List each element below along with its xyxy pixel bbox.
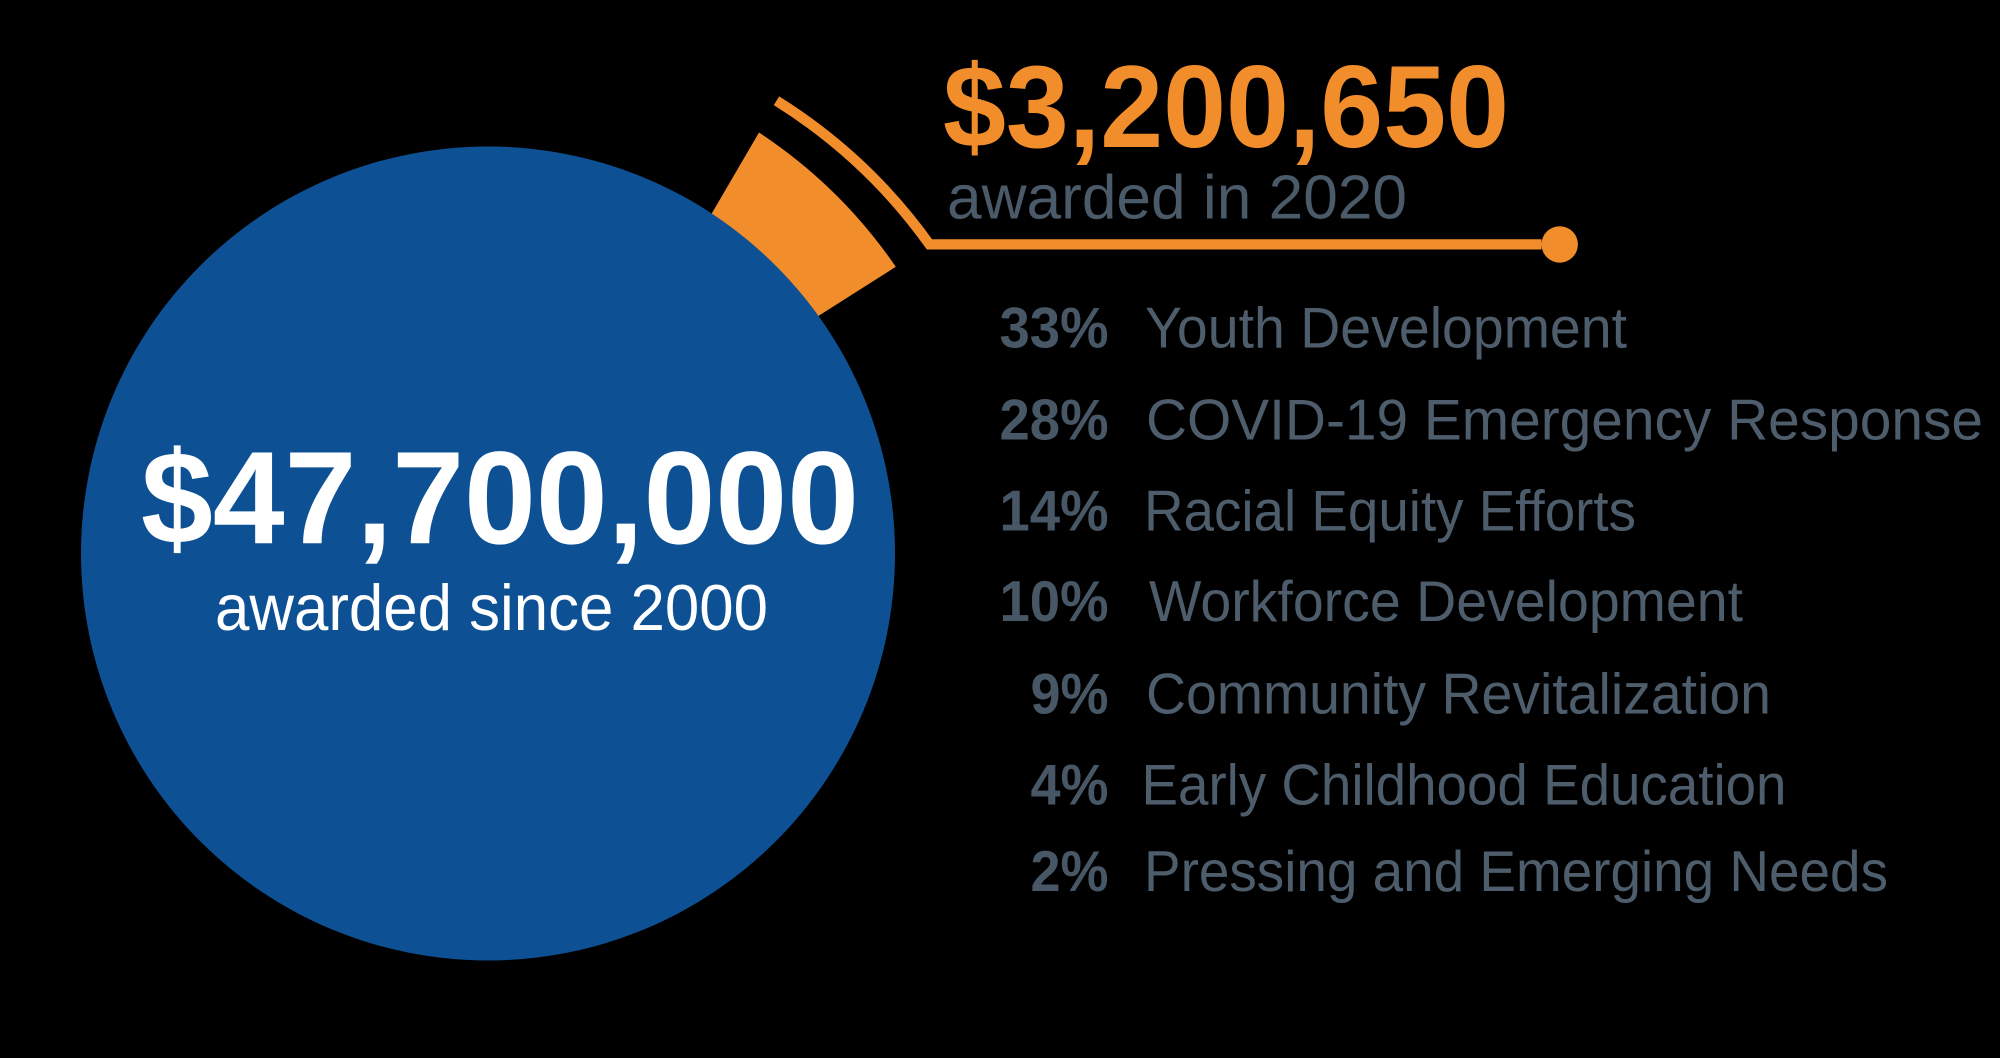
- svg-text:COVID-19 Emergency Response: COVID-19 Emergency Response: [1146, 389, 1983, 453]
- svg-text:2%: 2%: [1031, 840, 1109, 904]
- svg-text:Racial Equity Efforts: Racial Equity Efforts: [1144, 479, 1636, 543]
- svg-text:Pressing and Emerging Needs: Pressing and Emerging Needs: [1144, 840, 1888, 904]
- svg-text:$47,700,000: $47,700,000: [141, 424, 859, 571]
- svg-text:$3,200,650: $3,200,650: [943, 41, 1509, 172]
- svg-text:28%: 28%: [1000, 389, 1109, 453]
- svg-text:Workforce Development: Workforce Development: [1149, 570, 1743, 634]
- svg-text:33%: 33%: [1000, 297, 1109, 361]
- svg-text:4%: 4%: [1031, 753, 1109, 817]
- svg-text:Youth Development: Youth Development: [1145, 297, 1627, 361]
- svg-text:Community Revitalization: Community Revitalization: [1146, 662, 1771, 726]
- svg-text:9%: 9%: [1031, 662, 1109, 726]
- svg-text:10%: 10%: [1000, 570, 1109, 634]
- svg-text:14%: 14%: [1000, 479, 1109, 543]
- svg-text:awarded since 2000: awarded since 2000: [215, 571, 768, 644]
- svg-text:awarded in 2020: awarded in 2020: [947, 163, 1407, 232]
- svg-text:Early Childhood Education: Early Childhood Education: [1142, 753, 1787, 817]
